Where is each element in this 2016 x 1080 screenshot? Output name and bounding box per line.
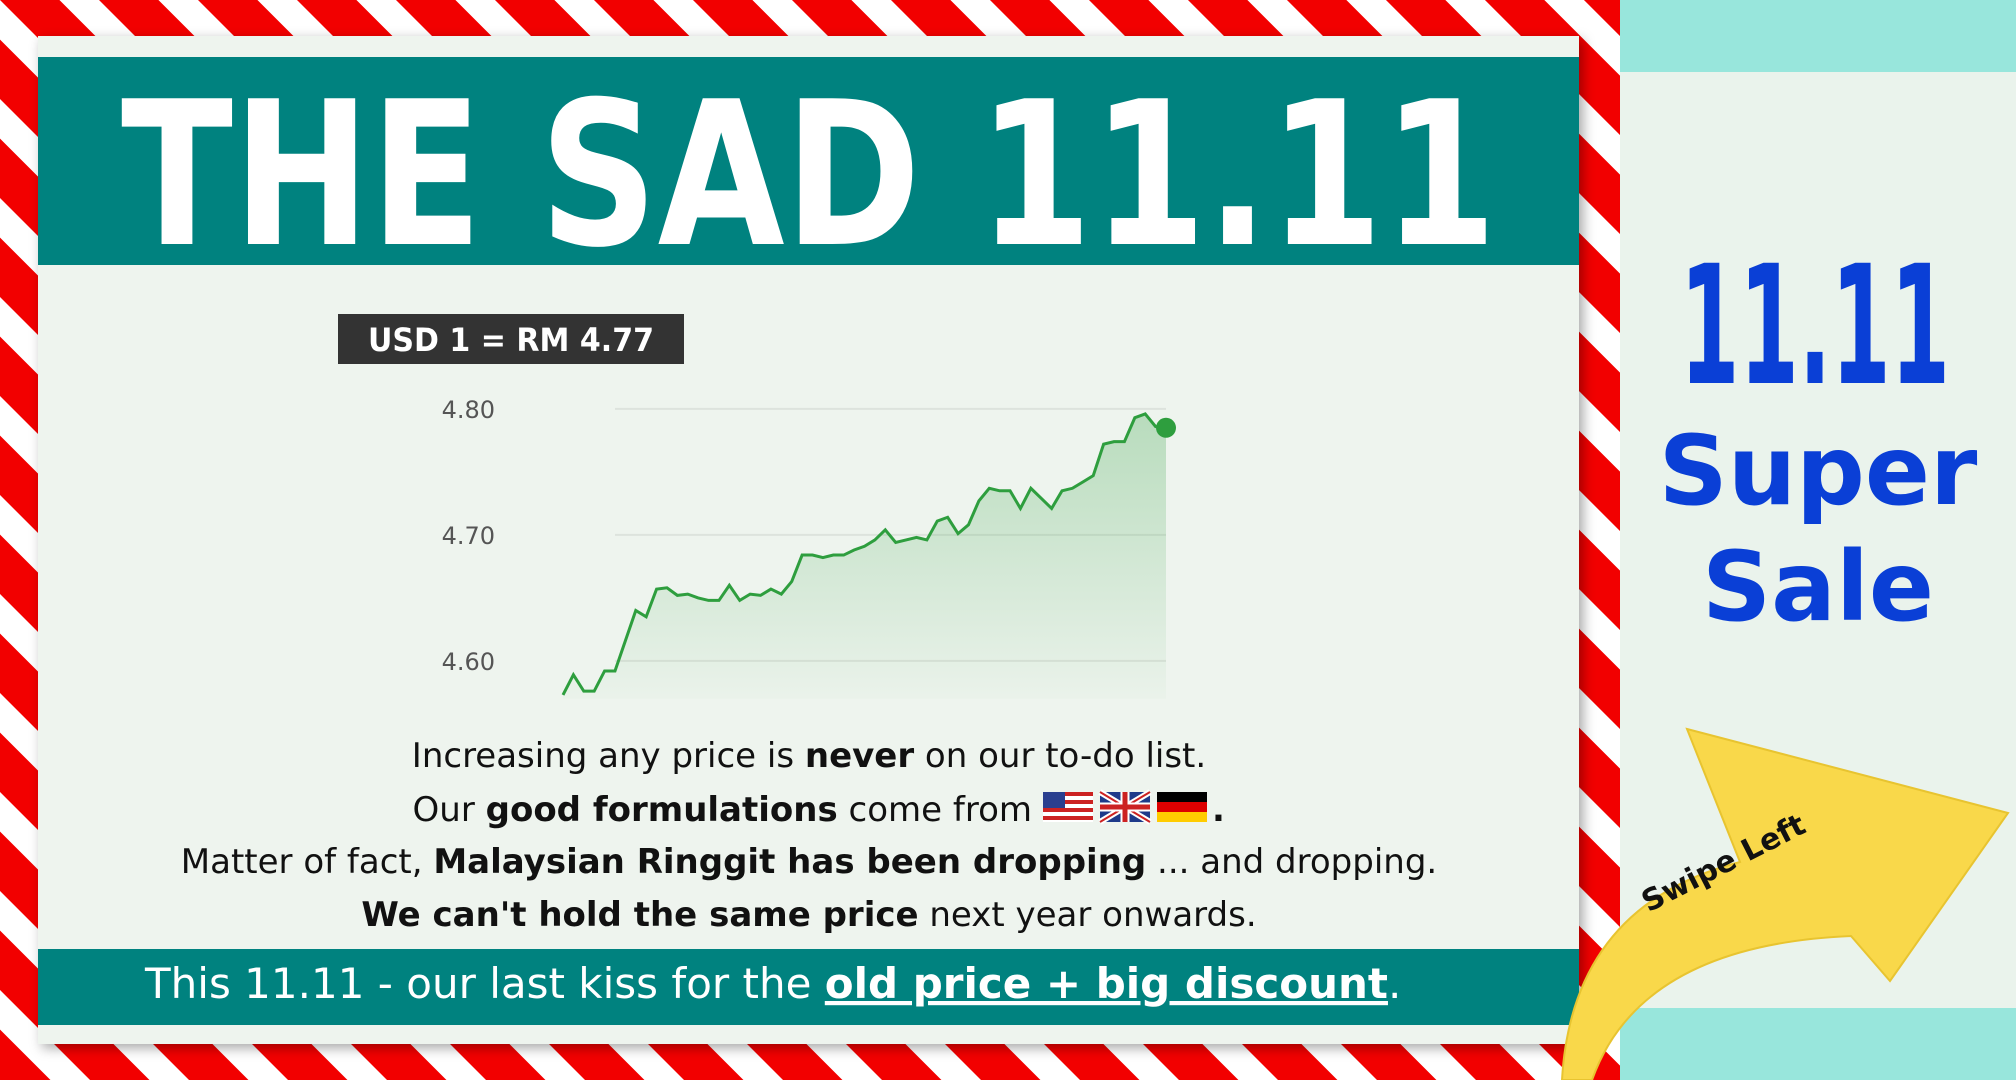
body-line: Increasing any price is never on our to-… [412, 736, 1206, 776]
side-band [1620, 0, 2016, 72]
flag-us [1043, 792, 1093, 822]
badge [338, 314, 684, 364]
text: This 11.11 - our last kiss for the [144, 959, 825, 1008]
text: old price + big discount [825, 959, 1388, 1008]
text: next year onwards. [919, 895, 1257, 935]
side-band [1620, 1008, 2016, 1080]
text: ... and dropping. [1146, 842, 1437, 882]
footer-bar [38, 949, 1579, 1025]
text: Our [413, 790, 486, 830]
y-tick-label: 4.60 [442, 648, 495, 676]
text: good formulations [486, 790, 838, 830]
area [563, 413, 1166, 699]
text: We can't hold the same price [361, 895, 918, 935]
header-bar [38, 57, 1579, 265]
footer-text: This 11.11 - our last kiss for the old p… [144, 959, 1401, 1008]
y-tick-label: 4.80 [442, 396, 495, 424]
side-line: Sale [1702, 531, 1934, 643]
flag-uk [1098, 789, 1152, 825]
body-line: Matter of fact, Malaysian Ringgit has be… [181, 842, 1437, 882]
flags [1043, 789, 1207, 825]
text: Malaysian Ringgit has been dropping [433, 842, 1146, 882]
y-tick-label: 4.70 [442, 522, 495, 550]
text: Matter of fact, [181, 842, 434, 882]
text: come from [838, 790, 1032, 830]
line [561, 412, 1167, 696]
body-line: Our good formulations come from [413, 790, 1032, 830]
text: . [1388, 959, 1401, 1008]
text: never [805, 736, 914, 776]
text: on our to-do list. [914, 736, 1206, 776]
chart: 4.60 4.70 4.80 [442, 396, 1176, 699]
flag-de [1157, 792, 1207, 822]
badge-text: USD 1 = RM 4.77 [368, 321, 654, 359]
side-line: Super [1659, 415, 1978, 527]
title: THE SAD 11.11 [121, 59, 1497, 292]
body-line: . [1212, 790, 1225, 830]
text: Increasing any price is [412, 736, 805, 776]
side-number: 11.11 [1680, 230, 1950, 422]
body-line: We can't hold the same price next year o… [361, 895, 1256, 935]
swipe-arrow [1560, 727, 2010, 1080]
end-dot [1156, 417, 1176, 438]
